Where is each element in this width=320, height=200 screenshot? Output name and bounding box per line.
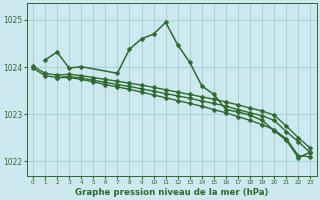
X-axis label: Graphe pression niveau de la mer (hPa): Graphe pression niveau de la mer (hPa) <box>75 188 268 197</box>
